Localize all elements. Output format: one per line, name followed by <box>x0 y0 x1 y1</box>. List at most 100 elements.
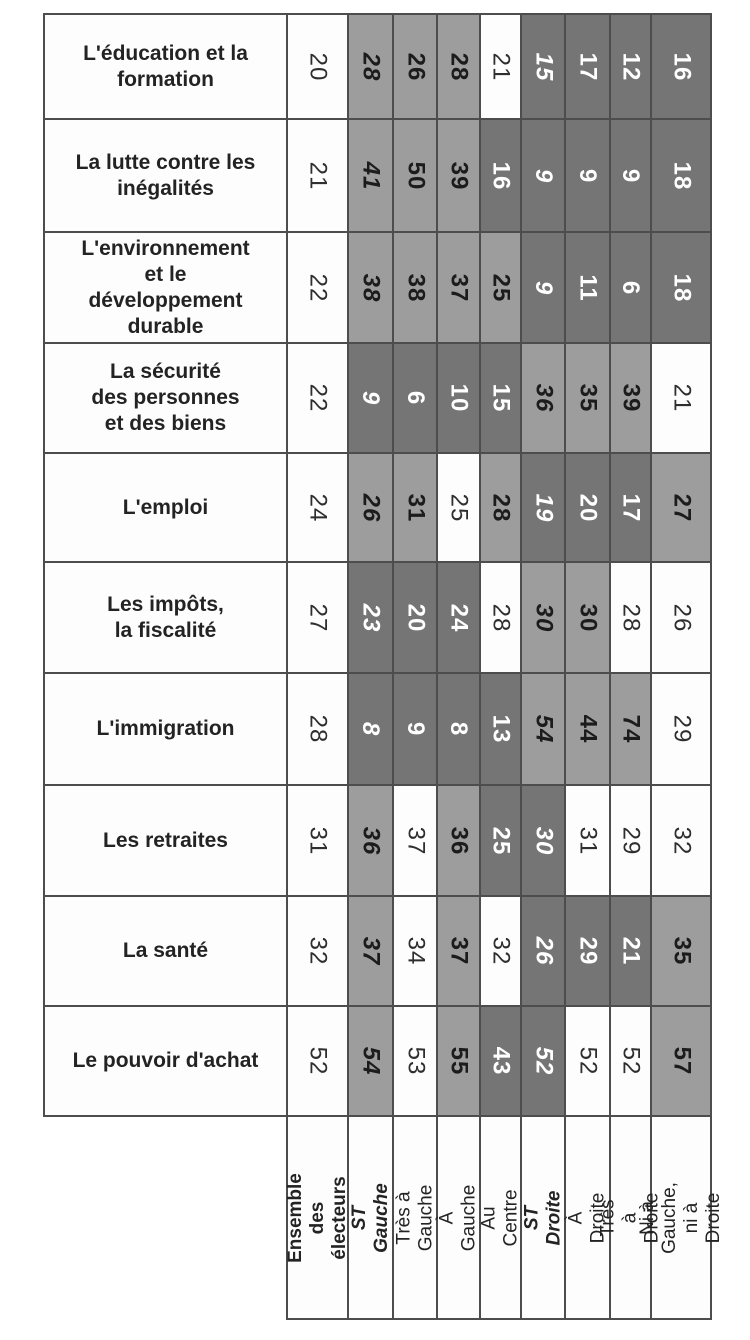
topic-label: L'éducation et la formation <box>45 15 286 118</box>
column-header: Très à Droite <box>598 1117 663 1318</box>
value-text: 19 <box>529 493 557 522</box>
value-text: 31 <box>401 493 429 522</box>
value-text: 28 <box>487 493 515 522</box>
value-text: 57 <box>667 1046 695 1076</box>
value-cell: 37 <box>394 786 436 895</box>
value-text: 21 <box>667 383 695 413</box>
value-cell: 36 <box>349 786 392 895</box>
value-cell: 37 <box>438 897 479 1005</box>
value-cell: 24 <box>288 454 347 561</box>
value-text: 34 <box>401 936 429 966</box>
value-text: 20 <box>574 493 602 522</box>
value-text: 43 <box>487 1046 515 1076</box>
value-text: 27 <box>667 493 695 522</box>
value-cell: 26 <box>394 15 436 118</box>
value-cell: 6 <box>394 344 436 452</box>
value-text: 52 <box>529 1046 557 1076</box>
value-cell: 9 <box>394 674 436 784</box>
value-text: 37 <box>445 273 473 302</box>
value-text: 24 <box>304 493 332 522</box>
value-cell: 38 <box>394 233 436 342</box>
column-header: Ni à Gauche, ni à Droite <box>637 1117 724 1318</box>
value-text: 24 <box>445 603 473 632</box>
value-text: 9 <box>529 168 557 183</box>
value-text: 26 <box>529 936 557 966</box>
value-text: 38 <box>357 273 385 302</box>
value-text: 30 <box>574 603 602 632</box>
value-text: 9 <box>357 390 385 406</box>
value-cell: 32 <box>288 897 347 1005</box>
column-header-text: Ensemble des électeurs <box>284 1172 350 1263</box>
topic-label: L'immigration <box>45 674 286 784</box>
value-cell: 35 <box>652 897 710 1005</box>
value-text: 15 <box>529 52 557 81</box>
value-cell: 32 <box>481 897 520 1005</box>
value-cell: 9 <box>522 233 564 342</box>
column-header-text: Ni à Gauche, ni à Droite <box>637 1181 725 1254</box>
value-text: 31 <box>304 826 332 855</box>
value-text: 22 <box>304 273 332 302</box>
value-cell: 16 <box>481 120 520 231</box>
value-cell: 43 <box>481 1007 520 1115</box>
column-header: À Gauche <box>437 1117 480 1318</box>
value-cell: 20 <box>288 15 347 118</box>
value-text: 55 <box>445 1046 473 1076</box>
value-text: 25 <box>445 493 473 522</box>
value-text: 6 <box>401 390 429 406</box>
value-cell: 10 <box>438 344 479 452</box>
value-text: 52 <box>574 1046 602 1076</box>
value-text: 25 <box>487 826 515 855</box>
value-cell: 36 <box>522 344 564 452</box>
value-cell: 19 <box>522 454 564 561</box>
value-cell: 28 <box>481 454 520 561</box>
value-text: 21 <box>487 52 515 81</box>
value-cell: 37 <box>438 233 479 342</box>
value-cell: 27 <box>652 454 710 561</box>
value-text: 32 <box>304 936 332 966</box>
value-text: 28 <box>304 714 332 744</box>
value-text: 52 <box>617 1046 645 1076</box>
value-text: 37 <box>357 936 385 966</box>
value-text: 6 <box>617 280 645 295</box>
value-cell: 8 <box>349 674 392 784</box>
value-text: 50 <box>401 161 429 190</box>
value-cell: 52 <box>566 1007 609 1115</box>
value-text: 9 <box>529 280 557 295</box>
value-text: 26 <box>357 493 385 522</box>
value-cell: 21 <box>481 15 520 118</box>
value-cell: 13 <box>481 674 520 784</box>
value-text: 9 <box>401 721 429 737</box>
value-text: 28 <box>487 603 515 632</box>
value-text: 10 <box>445 383 473 413</box>
value-cell: 22 <box>288 233 347 342</box>
value-cell: 39 <box>438 120 479 231</box>
value-text: 30 <box>529 826 557 855</box>
value-text: 52 <box>304 1046 332 1076</box>
value-cell: 36 <box>438 786 479 895</box>
value-cell: 25 <box>481 233 520 342</box>
value-text: 20 <box>401 603 429 632</box>
value-cell: 24 <box>438 563 479 672</box>
value-text: 25 <box>487 273 515 302</box>
topic-label: Le pouvoir d'achat <box>45 1007 286 1115</box>
value-cell: 21 <box>611 897 650 1005</box>
value-cell: 6 <box>611 233 650 342</box>
value-text: 26 <box>401 52 429 81</box>
value-cell: 31 <box>566 786 609 895</box>
value-text: 18 <box>667 161 695 190</box>
value-cell: 9 <box>522 120 564 231</box>
value-text: 16 <box>667 52 695 81</box>
value-text: 36 <box>357 826 385 855</box>
value-text: 17 <box>617 493 645 522</box>
value-cell: 8 <box>438 674 479 784</box>
value-cell: 37 <box>349 897 392 1005</box>
value-cell: 28 <box>288 674 347 784</box>
value-cell: 18 <box>652 120 710 231</box>
value-text: 35 <box>574 383 602 413</box>
column-header-text: Au Centre <box>478 1188 522 1247</box>
value-cell: 9 <box>566 120 609 231</box>
value-text: 30 <box>529 603 557 632</box>
value-text: 54 <box>529 714 557 744</box>
value-cell: 39 <box>611 344 650 452</box>
